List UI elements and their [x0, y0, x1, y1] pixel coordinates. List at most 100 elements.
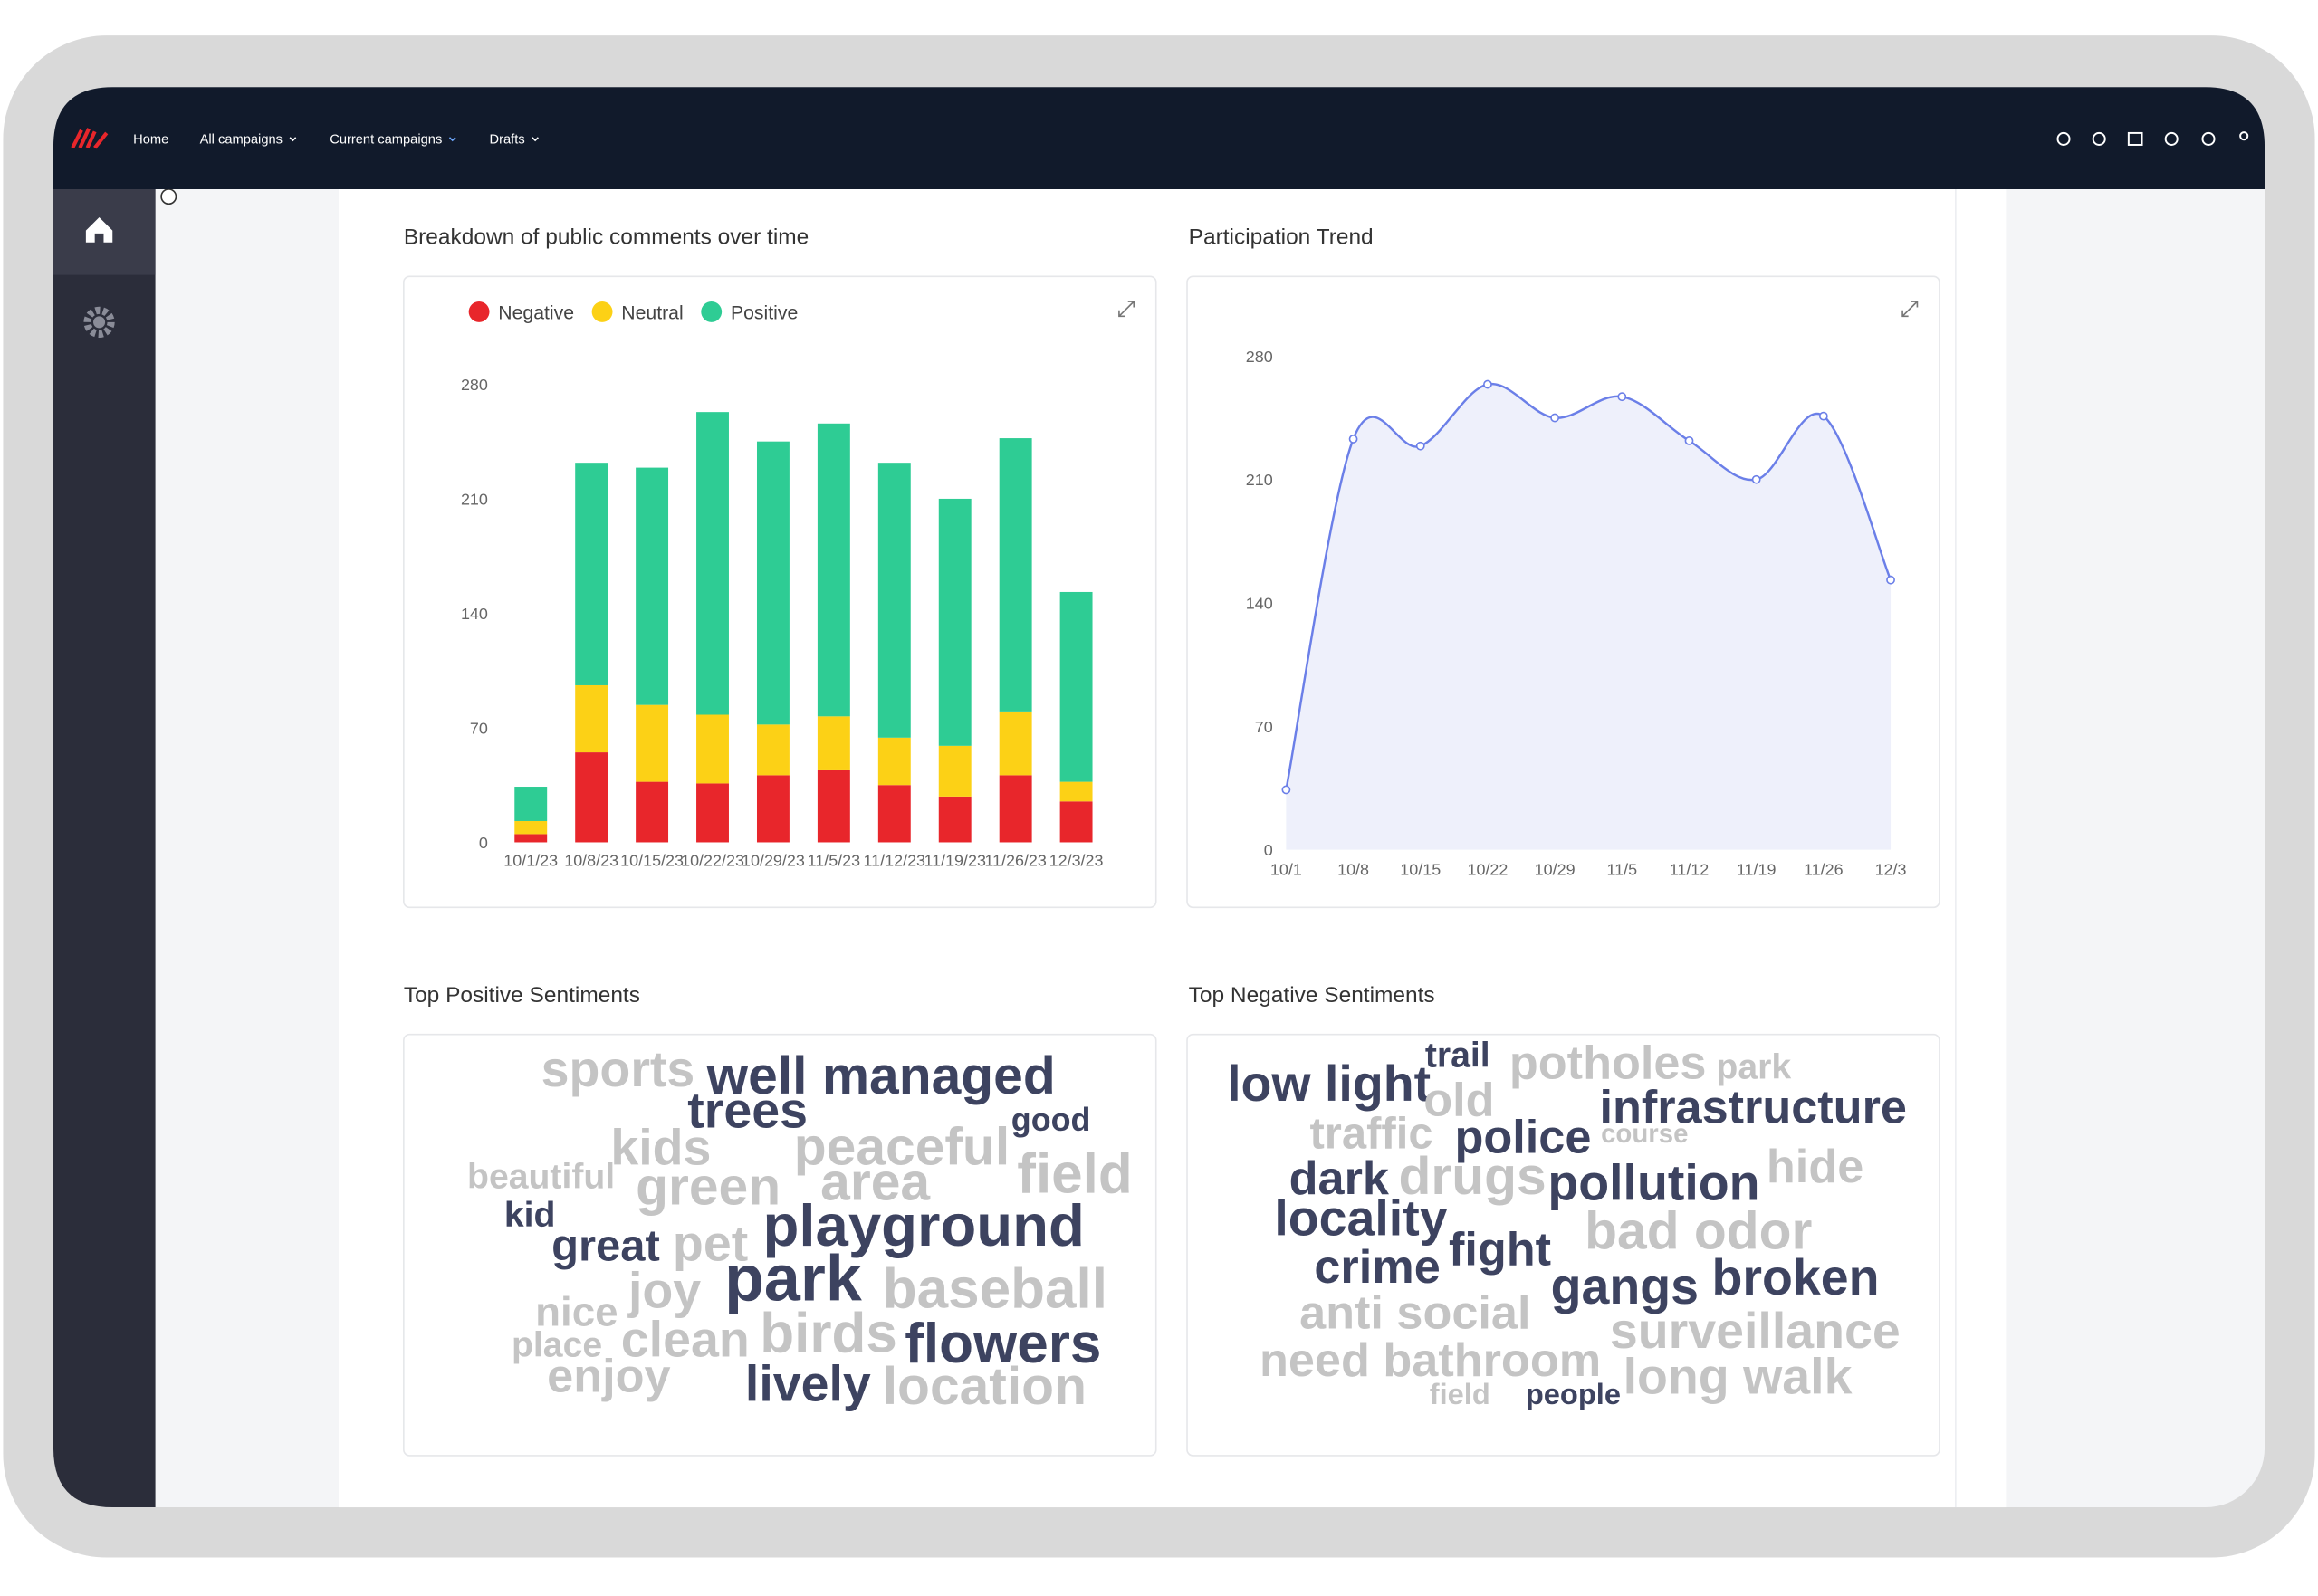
section-title: Breakdown of public comments over time	[404, 225, 809, 249]
cloud-word[interactable]: peaceful	[794, 1117, 1010, 1176]
settings-icon[interactable]	[83, 306, 115, 339]
legend-marker[interactable]	[701, 301, 723, 322]
legend-marker[interactable]	[591, 301, 613, 322]
point[interactable]	[1483, 379, 1492, 389]
cloud-word[interactable]: course	[1601, 1119, 1688, 1149]
point[interactable]	[1617, 392, 1627, 402]
cloud-word[interactable]: police	[1454, 1111, 1591, 1163]
cloud-word[interactable]: place	[512, 1326, 602, 1365]
home-icon[interactable]	[85, 216, 113, 243]
cloud-word[interactable]: park	[1716, 1048, 1791, 1087]
legend-marker[interactable]	[468, 301, 490, 322]
cloud-word[interactable]: clean	[621, 1312, 750, 1368]
cloud-word[interactable]: bad odor	[1585, 1201, 1812, 1260]
cloud-word[interactable]: anti social	[1299, 1287, 1530, 1340]
y-tick-label: 140	[461, 605, 488, 623]
bar-segment	[696, 783, 729, 843]
cloud-word[interactable]: park	[724, 1243, 863, 1315]
cloud-word[interactable]: kids	[610, 1119, 711, 1175]
point[interactable]	[1348, 435, 1358, 444]
cloud-word[interactable]: joy	[627, 1263, 701, 1319]
cloud-word[interactable]: good	[1011, 1101, 1091, 1138]
cloud-word[interactable]: broken	[1712, 1249, 1880, 1305]
cloud-word[interactable]: enjoy	[547, 1351, 670, 1403]
point[interactable]	[1281, 785, 1291, 795]
cloud-word[interactable]: potholes	[1509, 1037, 1707, 1090]
nav-item[interactable]: Current campaigns	[330, 132, 442, 147]
cloud-word[interactable]: baseball	[883, 1258, 1107, 1321]
nav-chevron[interactable]	[448, 137, 456, 142]
nav-chevron[interactable]	[532, 137, 539, 142]
point[interactable]	[1886, 575, 1895, 585]
cloud-word[interactable]: great	[551, 1221, 660, 1270]
cloud-word[interactable]: low light	[1227, 1056, 1431, 1112]
cloud-word[interactable]: playground	[763, 1192, 1085, 1258]
bar-segment	[999, 438, 1032, 712]
cloud-word[interactable]: crime	[1314, 1241, 1440, 1294]
help-icon[interactable]	[2201, 131, 2216, 146]
cloud-word[interactable]: long walk	[1624, 1348, 1853, 1404]
bar-segment	[999, 775, 1032, 843]
y-tick-label: 0	[479, 834, 488, 852]
y-tick-label: 0	[1264, 841, 1273, 859]
user-icon[interactable]	[2239, 131, 2249, 141]
expand-icon[interactable]	[1901, 301, 1919, 318]
legend-label[interactable]: Positive	[731, 303, 798, 324]
cloud-word[interactable]: green	[636, 1157, 781, 1216]
cloud-word[interactable]: trees	[687, 1083, 808, 1139]
cloud-word[interactable]: gangs	[1551, 1258, 1699, 1314]
point[interactable]	[1818, 411, 1828, 421]
point[interactable]	[1550, 413, 1560, 423]
cloud-word[interactable]: area	[820, 1153, 931, 1212]
x-tick-label: 11/5	[1607, 860, 1638, 878]
logo[interactable]	[71, 128, 109, 149]
cloud-word[interactable]: pet	[673, 1215, 748, 1271]
cloud-word[interactable]: pollution	[1547, 1155, 1759, 1211]
cloud-word[interactable]: dark	[1289, 1152, 1390, 1205]
cloud-word[interactable]: lively	[745, 1356, 871, 1412]
cloud-word[interactable]: flowers	[905, 1313, 1101, 1375]
nav-item[interactable]: Home	[133, 132, 168, 147]
x-tick-label: 10/1/23	[503, 852, 558, 870]
y-tick-label: 280	[461, 376, 488, 394]
bar-segment	[636, 781, 669, 843]
cloud-word[interactable]: locality	[1274, 1190, 1447, 1247]
point[interactable]	[1684, 435, 1694, 445]
cloud-word[interactable]: well managed	[705, 1046, 1055, 1105]
x-tick-label: 11/12	[1670, 860, 1710, 878]
nav-item[interactable]: All campaigns	[200, 132, 283, 147]
cloud-word[interactable]: field	[1017, 1142, 1132, 1205]
cloud-word[interactable]: traffic	[1310, 1109, 1433, 1158]
cloud-word[interactable]: sports	[541, 1041, 695, 1097]
cloud-word[interactable]: people	[1526, 1377, 1621, 1410]
cloud-word[interactable]: birds	[760, 1303, 897, 1365]
legend-label[interactable]: Neutral	[621, 303, 683, 324]
point[interactable]	[1415, 441, 1425, 451]
cloud-word[interactable]: hide	[1767, 1141, 1863, 1193]
nav-chevron[interactable]	[289, 137, 297, 142]
briefcase-icon[interactable]	[2127, 131, 2143, 146]
cloud-word[interactable]: need bathroom	[1260, 1334, 1601, 1387]
cloud-word[interactable]: infrastructure	[1599, 1082, 1907, 1134]
star-icon[interactable]	[2056, 131, 2071, 146]
gear-icon[interactable]	[2164, 131, 2179, 146]
bar-segment	[696, 714, 729, 784]
nav-item[interactable]: Drafts	[490, 132, 525, 147]
info-icon[interactable]	[160, 188, 177, 205]
cloud-word[interactable]: drugs	[1398, 1147, 1546, 1206]
x-tick-label: 11/26/23	[984, 852, 1047, 870]
cloud-word[interactable]: field	[1430, 1377, 1490, 1410]
cloud-word[interactable]: surveillance	[1610, 1303, 1901, 1359]
cloud-word[interactable]: fight	[1449, 1223, 1551, 1276]
expand-icon[interactable]	[1118, 301, 1135, 318]
top-nav	[53, 87, 2265, 189]
cloud-word[interactable]: trail	[1425, 1037, 1490, 1075]
cloud-word[interactable]: location	[883, 1357, 1087, 1416]
cloud-word[interactable]: kid	[504, 1196, 556, 1235]
target-icon[interactable]	[2092, 131, 2106, 146]
cloud-word[interactable]: old	[1423, 1074, 1494, 1126]
point[interactable]	[1751, 474, 1761, 484]
legend-label[interactable]: Negative	[498, 303, 574, 324]
cloud-word[interactable]: beautiful	[467, 1157, 615, 1196]
cloud-word[interactable]: nice	[535, 1288, 618, 1334]
